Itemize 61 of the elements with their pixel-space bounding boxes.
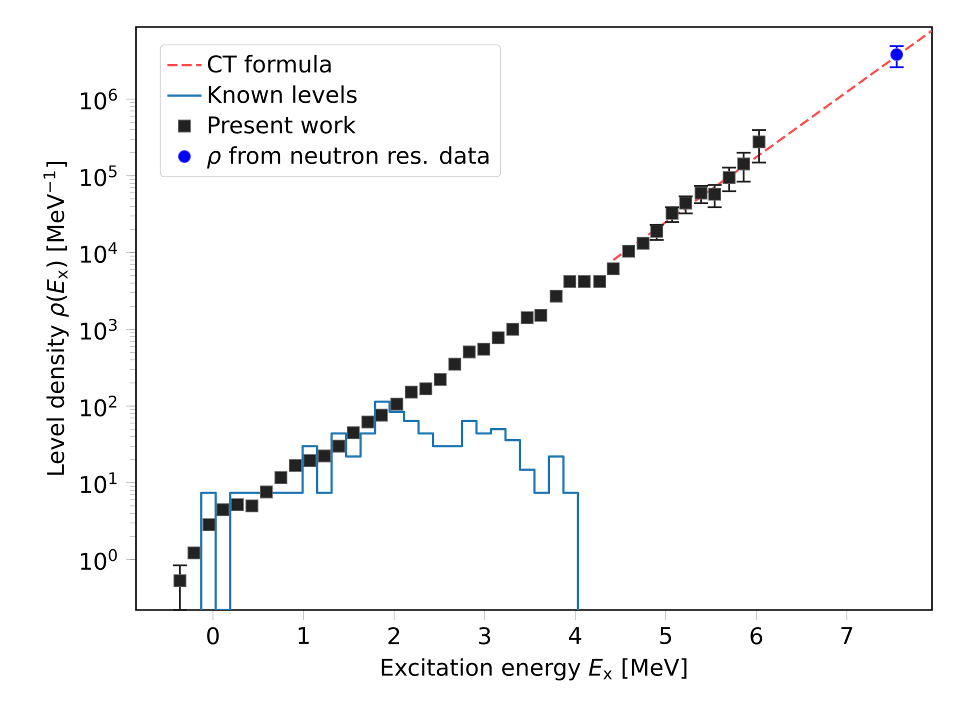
- point: [188, 546, 200, 560]
- x-tick-label: 3: [479, 627, 490, 644]
- legend-label: Known levels: [208, 85, 357, 104]
- x-axis-title: Excitation energy E$_{x}$ [MeV]: [382, 658, 686, 680]
- x-tick-label: 0: [207, 627, 219, 644]
- point: [260, 486, 273, 498]
- point: [708, 188, 722, 201]
- point: [462, 346, 476, 358]
- point: [606, 262, 620, 276]
- point: [174, 574, 186, 588]
- point: [622, 244, 636, 258]
- point: [303, 454, 316, 467]
- point: [216, 503, 230, 516]
- x-tick-label: 4: [569, 627, 582, 644]
- y-tick-label: 10$^{2}$: [80, 396, 116, 417]
- x-tick-label: 5: [660, 627, 672, 644]
- point: [332, 440, 346, 453]
- point: [288, 459, 302, 472]
- y-tick-label: 10$^{0}$: [80, 549, 117, 570]
- point: [346, 426, 360, 440]
- y-tick-label: 10$^{1}$: [80, 472, 116, 494]
- point: [563, 275, 576, 288]
- legend-label: ρ from neutron res. data: [207, 146, 488, 169]
- point: [390, 398, 404, 411]
- point: [578, 275, 591, 288]
- point: [246, 500, 258, 512]
- point: [419, 382, 432, 396]
- x-tick-label: 2: [388, 627, 400, 644]
- point: [890, 48, 904, 61]
- y-tick-label: 10$^{5}$: [80, 165, 117, 186]
- x-tick-label: 7: [841, 627, 852, 644]
- point: [722, 171, 736, 184]
- point: [274, 471, 288, 484]
- point: [477, 342, 490, 356]
- point: [492, 331, 505, 344]
- point: [636, 236, 650, 250]
- y-tick-label: 10$^{6}$: [80, 88, 117, 110]
- point: [231, 498, 244, 511]
- point: [375, 408, 388, 422]
- point: [550, 290, 563, 303]
- point: [506, 322, 520, 336]
- legend-label: CT formula: [208, 54, 331, 73]
- x-tick-label: 6: [750, 627, 762, 644]
- legend-label: Present work: [208, 116, 356, 134]
- point: [520, 311, 534, 324]
- point: [752, 135, 766, 148]
- point: [318, 450, 331, 462]
- y-tick-label: 10$^{4}$: [80, 242, 118, 263]
- point: [593, 275, 606, 288]
- point: [361, 416, 374, 428]
- point: [448, 358, 462, 371]
- point: [404, 386, 418, 399]
- point: [202, 518, 216, 532]
- point: [534, 308, 548, 322]
- point: [666, 206, 679, 220]
- point: [679, 196, 692, 210]
- y-axis-title: Level density ρ(E$_{x}$) [MeV$^{−1}$]: [43, 162, 69, 475]
- y-tick-label: 10$^{3}$: [80, 318, 117, 340]
- point: [737, 158, 750, 170]
- point: [434, 373, 447, 386]
- x-tick-label: 1: [298, 627, 309, 644]
